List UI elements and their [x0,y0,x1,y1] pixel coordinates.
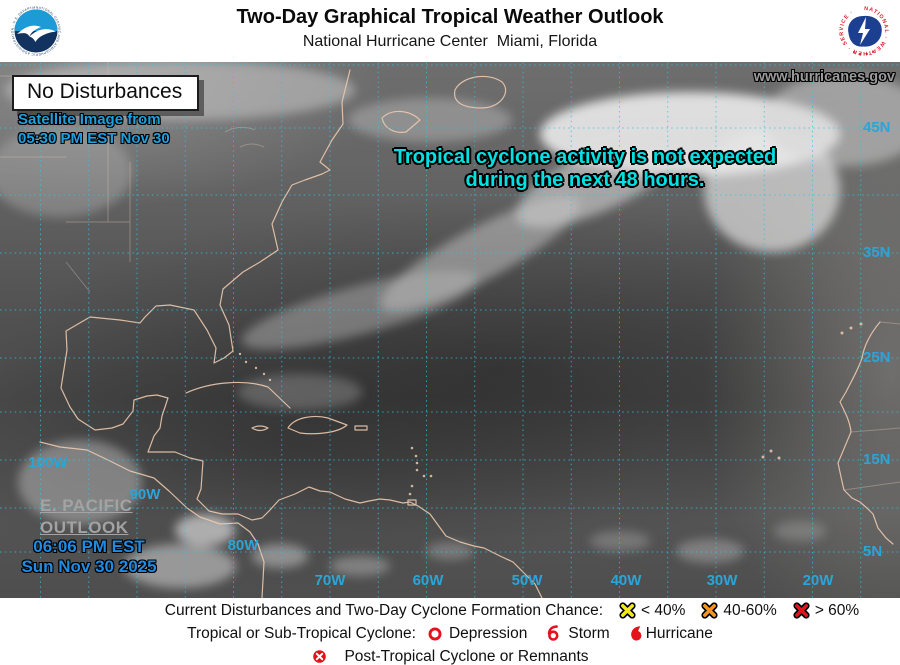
cyclone-type-label: Tropical or Sub-Tropical Cyclone: [187,624,416,642]
depression-icon [428,627,442,640]
depression-label: Depression [448,624,528,642]
outlook-message-line1: Tropical cyclone activity is not expecte… [393,146,777,168]
formation-low-label: < 40% [641,601,686,619]
formation-high-label: > 60% [814,601,860,619]
lon-label-40w: 40W [610,572,642,589]
satellite-caption-line1: Satellite Image from [18,111,161,128]
lon-label-70w: 70W [314,572,346,589]
storm-label: Storm [568,624,610,642]
epac-outlook-link-line1[interactable]: E. PACIFIC [40,496,133,515]
outlook-message: Tropical cyclone activity is not expecte… [300,146,870,192]
legend-formation-row: Current Disturbances and Two-Day Cyclone… [62,600,900,621]
legend-cyclone-row: Tropical or Sub-Tropical Cyclone: Depres… [0,623,900,644]
hurricane-icon [630,625,642,641]
epac-outlook-link[interactable]: E. PACIFIC OUTLOOK [40,495,133,539]
lon-label-20w: 20W [802,572,834,589]
lon-label-80w: 80W [227,537,259,554]
status-badge: No Disturbances [12,75,200,111]
outlook-message-line2: during the next 48 hours. [465,169,705,191]
lon-label-50w: 50W [511,572,543,589]
post-tropical-icon [313,650,327,663]
formation-mid-x-icon [701,602,718,619]
lon-label-90w: 90W [129,486,161,503]
epac-outlook-link-line2[interactable]: OUTLOOK [40,518,129,537]
issuance-date: Sun Nov 30 2025 [21,557,157,576]
formation-low-x-icon [619,602,636,619]
lon-label-30w: 30W [706,572,738,589]
page-title: Two-Day Graphical Tropical Weather Outlo… [236,6,664,28]
lon-label-100w: 100W [28,454,68,471]
legend-post-tropical-row: Post-Tropical Cyclone or Remnants [0,646,900,665]
website-watermark: www.hurricanes.gov [753,69,895,85]
legend: Current Disturbances and Two-Day Cyclone… [0,600,900,665]
lat-label-15n: 15N [863,451,891,468]
formation-high-x-icon [793,602,810,619]
satellite-caption-line2: 05:30 PM EST Nov 30 [18,130,170,147]
hurricane-label: Hurricane [645,624,713,642]
post-tropical-label: Post-Tropical Cyclone or Remnants [344,647,589,665]
lat-label-25n: 25N [863,349,891,366]
storm-icon [548,624,559,641]
lat-label-35n: 35N [863,244,891,261]
lat-label-5n: 5N [863,543,883,560]
nws-logo-icon: NATIONAL · WEATHER · SERVICE · [837,4,891,58]
issuance-timestamp: 06:06 PM EST Sun Nov 30 2025 [14,537,164,577]
page-subtitle: National Hurricane Center Miami, Florida [302,33,598,50]
issuance-time: 06:06 PM EST [33,537,145,556]
satellite-map: 45N 35N 25N 15N 5N 100W 90W 80W 70W 60W … [0,62,900,598]
header: NATIONAL OCEANIC AND ATMOSPHERIC ADMINIS… [0,0,900,62]
satellite-caption: Satellite Image from 05:30 PM EST Nov 30 [18,110,170,148]
formation-mid-label: 40-60% [723,601,777,619]
noaa-logo-icon: NATIONAL OCEANIC AND ATMOSPHERIC ADMINIS… [8,3,63,58]
formation-chance-label: Current Disturbances and Two-Day Cyclone… [164,601,603,619]
lat-label-45n: 45N [863,119,891,136]
lon-label-60w: 60W [412,572,444,589]
